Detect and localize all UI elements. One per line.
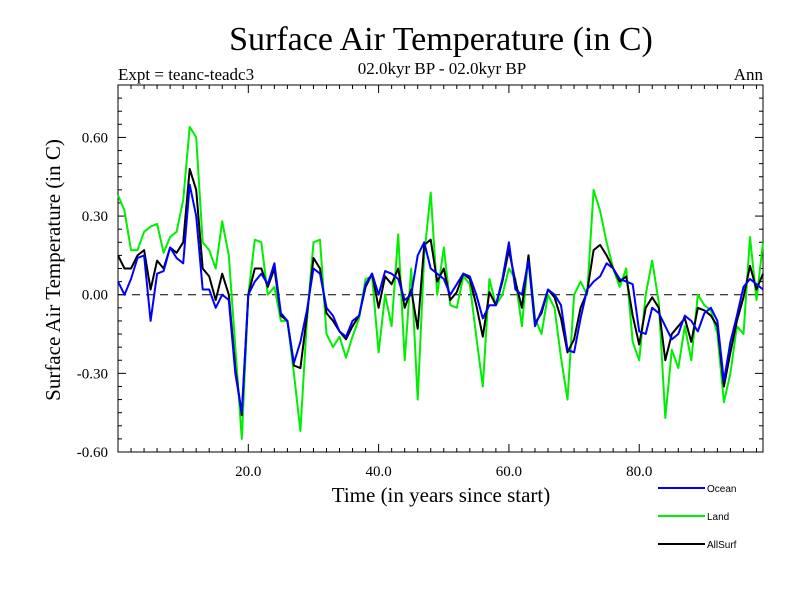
x-tick-label: 60.0 [496,464,522,480]
chart-left-label: Expt = teanc-teadc3 [118,65,254,84]
y-axis-label: Surface Air Temperature (in C) [41,139,65,401]
legend-label-allsurf: AllSurf [707,540,737,551]
chart-subtitle: 02.0kyr BP - 02.0kyr BP [358,59,526,78]
x-axis-label: Time (in years since start) [332,483,551,507]
legend-label-ocean: Ocean [707,484,736,495]
y-tick-label: 0.60 [82,130,108,146]
y-tick-label: 0.00 [82,288,108,304]
series-line-land [117,125,764,440]
x-tick-label: 40.0 [365,464,391,480]
chart-right-label: Ann [734,65,764,84]
y-tick-label: -0.30 [77,366,108,382]
chart-title: Surface Air Temperature (in C) [229,21,653,58]
y-tick-label: -0.60 [77,445,108,461]
x-tick-label: 80.0 [626,464,652,480]
y-tick-label: 0.30 [82,209,108,225]
x-tick-label: 20.0 [235,464,261,480]
legend: Ocean Land AllSurf [658,484,737,551]
tick-labels: 20.0 40.0 60.0 80.0 -0.60 -0.30 0.00 0.30 0.60 [77,130,653,480]
series-line-allsurf [117,167,764,417]
series-lines [117,125,764,440]
series-line-ocean [117,183,764,414]
legend-label-land: Land [707,512,729,523]
